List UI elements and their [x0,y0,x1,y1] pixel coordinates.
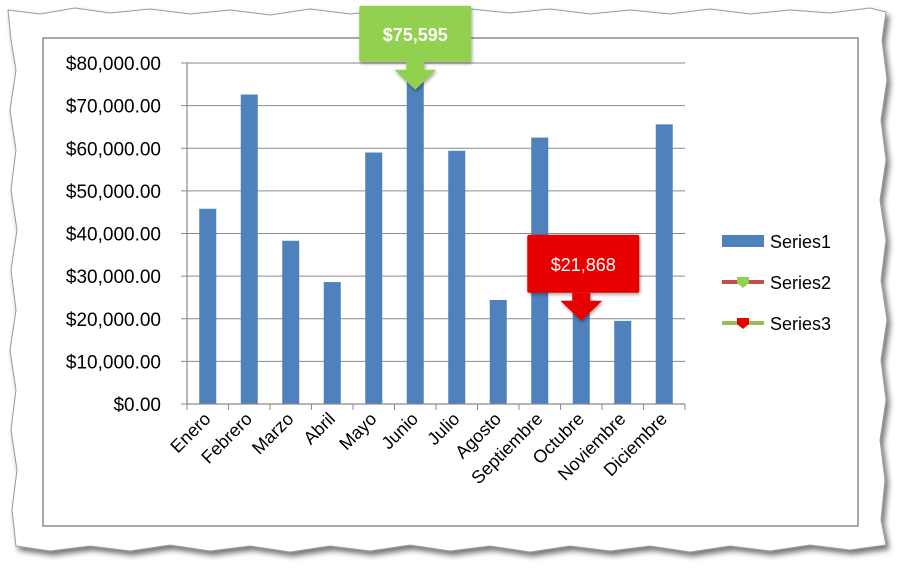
bar [448,150,466,404]
bar [323,282,341,404]
y-axis-tick-labels: $0.00 $10,000.00 $20,000.00 $30,000.00 $40,0… [66,54,161,416]
bar [406,81,424,405]
callout-arrow [560,292,603,321]
y-tick-label: $70,000.00 [66,97,161,118]
y-tick-label: $60,000.00 [66,139,161,160]
callout-box [527,234,640,293]
min-value-callout: $21,868 [527,234,640,321]
legend-marker [737,318,749,329]
legend-label: Series3 [770,314,831,334]
y-tick-label: $30,000.00 [66,267,161,288]
y-tick-label: $50,000.00 [66,182,161,203]
y-tick-label: $80,000.00 [66,54,161,75]
callouts: $75,595 $21,868 [359,5,640,321]
axes [181,62,686,410]
y-tick-label: $20,000.00 [66,310,161,331]
bar-series [199,81,673,405]
legend-label: Series1 [770,232,831,252]
legend: Series1 Series2 Series3 [722,232,831,334]
bar [614,320,632,404]
bar [489,299,507,404]
bar [365,152,383,404]
legend-item-series1: Series1 [722,232,831,252]
legend-item-series2: Series2 [722,273,831,293]
bar [199,208,217,404]
callout-label: $21,868 [551,255,616,275]
bar [282,240,300,404]
y-tick-label: $40,000.00 [66,225,161,246]
bar [572,310,590,404]
y-tick-label: $0.00 [113,395,161,416]
legend-item-series3: Series3 [722,314,831,334]
callout-arrow [394,61,437,90]
legend-label: Series2 [770,273,831,293]
max-value-callout: $75,595 [359,5,472,90]
legend-marker [737,277,749,288]
bar [655,124,673,404]
callout-box [359,5,472,62]
bar [240,94,258,404]
legend-swatch [722,235,764,247]
y-tick-label: $10,000.00 [66,352,161,373]
callout-label: $75,595 [383,25,448,45]
